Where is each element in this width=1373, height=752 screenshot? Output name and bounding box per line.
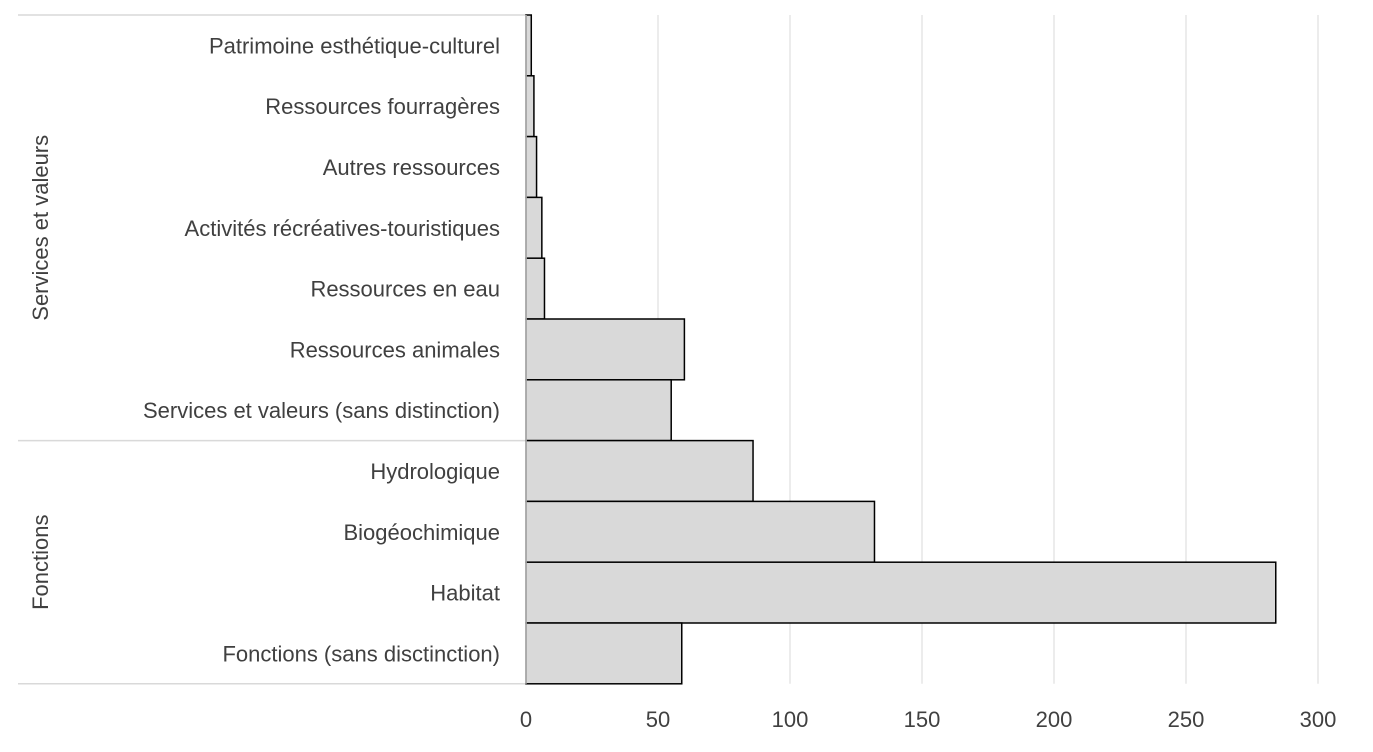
bar [526, 197, 542, 258]
x-tick-label: 300 [1300, 707, 1337, 732]
category-label: Ressources en eau [310, 277, 500, 302]
x-tick-label: 200 [1036, 707, 1073, 732]
category-label: Biogéochimique [343, 520, 500, 545]
bar [526, 441, 753, 502]
category-label: Autres ressources [323, 155, 500, 180]
bar [526, 562, 1276, 623]
category-label: Habitat [430, 581, 500, 606]
category-label: Hydrologique [370, 459, 500, 484]
category-label: Services et valeurs (sans distinction) [143, 398, 500, 423]
bar [526, 258, 544, 319]
bar [526, 501, 874, 562]
bar [526, 15, 531, 76]
bar [526, 137, 537, 198]
category-label: Ressources animales [290, 337, 500, 362]
x-tick-label: 150 [904, 707, 941, 732]
bar [526, 380, 671, 441]
category-label: Patrimoine esthétique-culturel [209, 33, 500, 58]
group-label: Services et valeurs [28, 135, 53, 321]
bar [526, 623, 682, 684]
x-tick-label: 100 [772, 707, 809, 732]
x-tick-label: 0 [520, 707, 532, 732]
category-label: Fonctions (sans disctinction) [222, 641, 500, 666]
group-label: Fonctions [28, 515, 53, 610]
bar [526, 319, 684, 380]
x-tick-label: 250 [1168, 707, 1205, 732]
category-label: Activités récréatives-touristiques [185, 216, 500, 241]
x-tick-label: 50 [646, 707, 670, 732]
bar [526, 76, 534, 137]
category-label: Ressources fourragères [265, 94, 500, 119]
